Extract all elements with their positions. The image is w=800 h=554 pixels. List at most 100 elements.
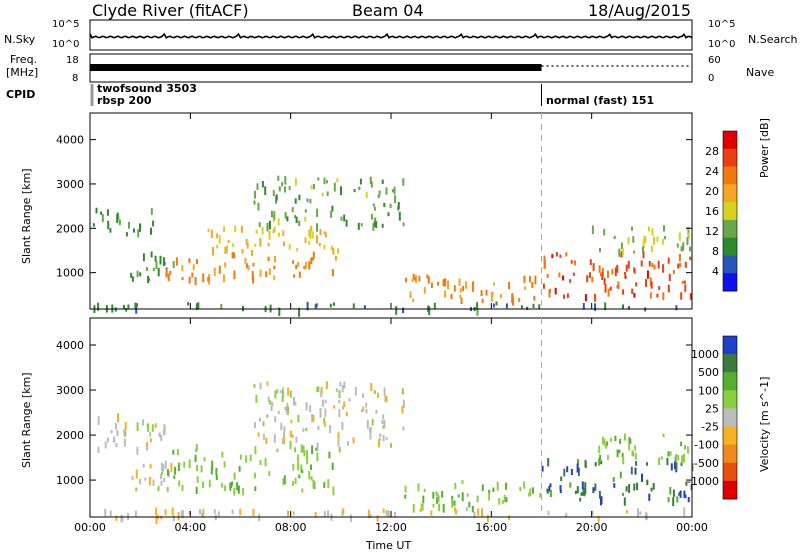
data-cell: [684, 284, 687, 292]
data-cell: [664, 236, 667, 240]
data-cell: [323, 177, 326, 184]
data-cell: [240, 225, 243, 233]
data-cell: [382, 425, 385, 429]
data-cell: [281, 396, 284, 402]
data-cell: [324, 399, 327, 404]
data-cell: [627, 260, 630, 269]
date-label: 18/Aug/2015: [588, 1, 692, 20]
data-cell: [360, 223, 363, 227]
data-cell: [149, 438, 152, 443]
data-cell: [369, 427, 372, 432]
data-cell: [633, 292, 636, 298]
data-cell: [505, 482, 508, 490]
data-cell: [341, 385, 344, 393]
data-cell: [267, 396, 270, 402]
data-cell: [656, 293, 659, 298]
data-cell: [384, 395, 387, 402]
colorbar-tick-label: -100: [694, 439, 719, 452]
data-cell: [382, 508, 385, 514]
data-cell: [277, 232, 280, 237]
data-cell: [196, 259, 198, 265]
data-cell: [613, 235, 616, 240]
data-cell: [124, 422, 127, 431]
data-cell: [216, 244, 219, 249]
data-cell: [337, 248, 339, 254]
data-cell: [221, 483, 224, 488]
data-cell: [255, 395, 258, 403]
data-cell: [490, 293, 493, 302]
data-cell: [181, 510, 184, 519]
data-cell: [107, 220, 110, 230]
data-cell: [274, 390, 277, 399]
data-cell: [373, 206, 376, 211]
data-cell: [594, 483, 597, 491]
data-cell: [195, 303, 198, 311]
data-cell: [650, 281, 653, 289]
data-cell: [298, 194, 301, 201]
data-cell: [109, 510, 112, 517]
data-cell: [148, 476, 151, 486]
data-cell: [231, 252, 234, 259]
data-cell: [142, 253, 145, 262]
data-cell: [309, 405, 312, 413]
data-cell: [677, 455, 680, 461]
data-cell: [292, 463, 295, 471]
data-cell: [254, 422, 256, 429]
data-cell: [197, 302, 200, 309]
data-cell: [215, 467, 218, 476]
data-cell: [314, 512, 317, 518]
data-cell: [315, 447, 318, 451]
data-cell: [584, 485, 587, 495]
data-cell: [437, 495, 440, 503]
data-cell: [194, 277, 197, 286]
freq-tick-bottom: 8: [72, 73, 79, 84]
data-cell: [301, 469, 304, 474]
noise-panel-frame: [89, 19, 693, 51]
data-cell: [125, 308, 128, 312]
data-cell: [139, 223, 141, 232]
data-cell: [250, 250, 253, 256]
data-cell: [576, 463, 579, 473]
data-cell: [529, 276, 531, 283]
data-cell: [627, 237, 630, 245]
data-cell: [147, 275, 150, 284]
data-cell: [453, 500, 456, 506]
data-cell: [621, 248, 624, 256]
data-cell: [370, 213, 373, 220]
data-cell: [337, 432, 340, 440]
data-cell: [378, 440, 380, 448]
nave-tick-bottom: 0: [708, 73, 715, 84]
data-cell: [319, 409, 322, 418]
colorbar-segment: [723, 426, 737, 446]
data-cell: [352, 437, 355, 444]
data-cell: [417, 483, 420, 492]
nsky-tick-top: 10^5: [52, 19, 80, 30]
data-cell: [106, 437, 109, 443]
data-cell: [188, 459, 191, 469]
data-cell: [559, 489, 562, 494]
data-cell: [628, 484, 631, 493]
data-cell: [316, 208, 319, 217]
data-cell: [373, 390, 376, 394]
data-cell: [308, 471, 311, 480]
data-cell: [566, 293, 569, 299]
data-cell: [302, 445, 305, 453]
data-cell: [340, 186, 342, 196]
x-tick-label: 12:00: [375, 521, 407, 534]
data-cell: [259, 269, 262, 277]
data-cell: [633, 483, 636, 491]
data-cell: [279, 390, 282, 394]
data-cell: [441, 490, 444, 498]
data-cell: [302, 428, 305, 432]
data-cell: [563, 468, 566, 477]
data-cell: [653, 264, 656, 270]
data-cell: [289, 430, 292, 438]
data-cell: [650, 487, 653, 492]
data-cell: [646, 462, 648, 466]
data-cell: [559, 254, 562, 258]
data-cell: [210, 229, 213, 239]
data-cell: [178, 462, 181, 466]
data-cell: [500, 294, 503, 299]
nsearch-tick-bottom: 10^0: [708, 39, 736, 50]
data-cell: [310, 476, 313, 481]
